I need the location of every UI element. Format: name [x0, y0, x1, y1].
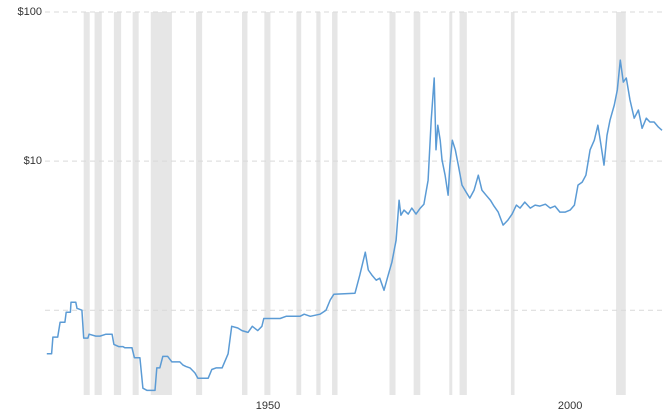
shaded-band [389, 12, 396, 395]
shaded-band [132, 12, 139, 395]
shaded-band [296, 12, 302, 395]
x-tick-label: 1950 [256, 400, 280, 412]
shaded-band [449, 12, 453, 395]
y-tick-label: $100 [18, 6, 42, 18]
price-line [46, 59, 663, 392]
shaded-band [113, 12, 122, 395]
shaded-band [459, 12, 467, 395]
shaded-band [413, 12, 421, 395]
shaded-band [616, 12, 626, 395]
y-tick-label: $10 [24, 155, 42, 167]
x-tick-label: 2000 [558, 400, 582, 412]
shaded-band [316, 12, 321, 395]
shaded-band [264, 12, 271, 395]
shaded-band [242, 12, 248, 395]
shaded-band [150, 12, 172, 395]
shaded-band [94, 12, 102, 395]
shaded-band [510, 12, 515, 395]
shaded-band [332, 12, 338, 395]
shaded-band [196, 12, 203, 395]
shaded-band [83, 12, 90, 395]
